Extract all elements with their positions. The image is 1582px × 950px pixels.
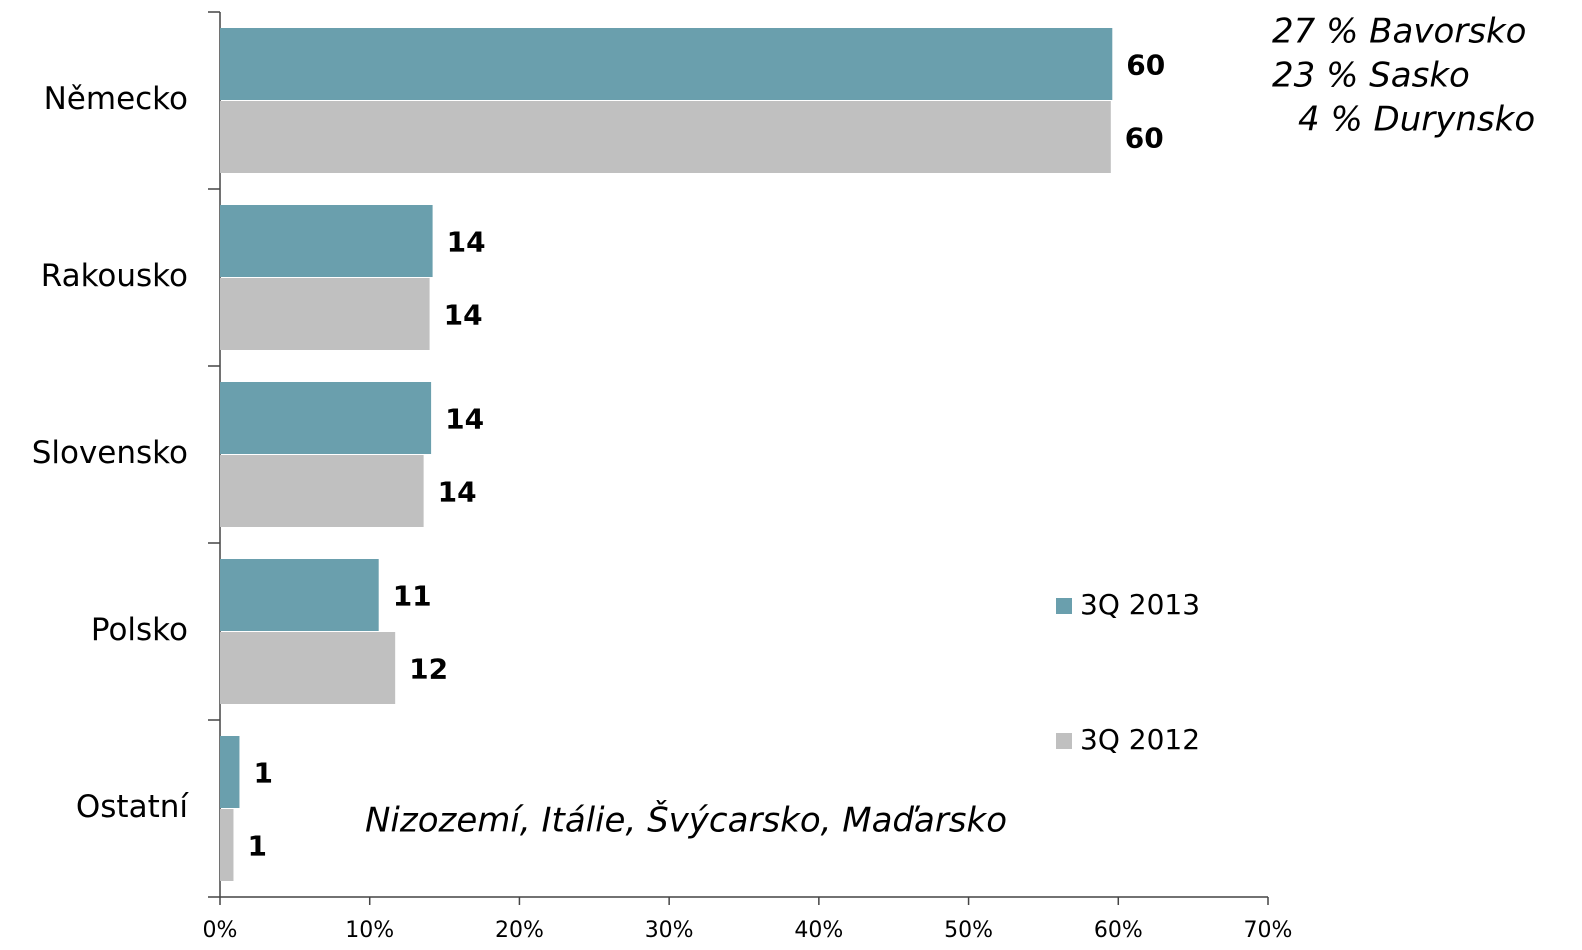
- value-label: 60: [1125, 122, 1164, 155]
- bar: [220, 632, 396, 704]
- annotation: 23 % Sasko: [1272, 56, 1470, 96]
- x-tick-label: 40%: [794, 918, 843, 943]
- bar: [220, 28, 1113, 100]
- annotation: Nizozemí, Itálie, Švýcarsko, Maďarsko: [365, 800, 1007, 841]
- category-label: Německo: [44, 81, 188, 117]
- legend-label: 3Q 2013: [1080, 588, 1200, 621]
- value-label: 14: [447, 226, 486, 259]
- x-tick-label: 50%: [944, 918, 993, 943]
- value-label: 14: [444, 299, 483, 332]
- x-tick-label: 30%: [645, 918, 694, 943]
- bar: [220, 278, 430, 350]
- category-label: Rakousko: [41, 258, 188, 294]
- x-tick-label: 70%: [1244, 918, 1293, 943]
- annotation: 27 % Bavorsko: [1272, 12, 1526, 52]
- value-label: 14: [438, 476, 477, 509]
- value-label: 12: [409, 653, 448, 686]
- legend-swatch: [1056, 598, 1072, 614]
- value-label: 60: [1126, 49, 1165, 82]
- bar: [220, 101, 1111, 173]
- category-label: Polsko: [91, 612, 188, 648]
- bar: [220, 559, 379, 631]
- value-label: 14: [445, 403, 484, 436]
- x-tick-label: 0%: [203, 918, 238, 943]
- value-label: 11: [393, 580, 432, 613]
- x-tick-label: 10%: [345, 918, 394, 943]
- value-label: 1: [247, 830, 266, 863]
- x-tick-label: 60%: [1094, 918, 1143, 943]
- legend-swatch: [1056, 733, 1072, 749]
- bar: [220, 382, 432, 454]
- bar: [220, 809, 234, 881]
- bar: [220, 736, 240, 808]
- category-label: Slovensko: [32, 435, 188, 471]
- annotation: 4 % Durynsko: [1298, 100, 1535, 140]
- bar: [220, 205, 433, 277]
- x-tick-label: 20%: [495, 918, 544, 943]
- bar: [220, 455, 424, 527]
- value-label: 1: [253, 757, 272, 790]
- legend-label: 3Q 2012: [1080, 723, 1200, 756]
- category-label: Ostatní: [76, 789, 190, 825]
